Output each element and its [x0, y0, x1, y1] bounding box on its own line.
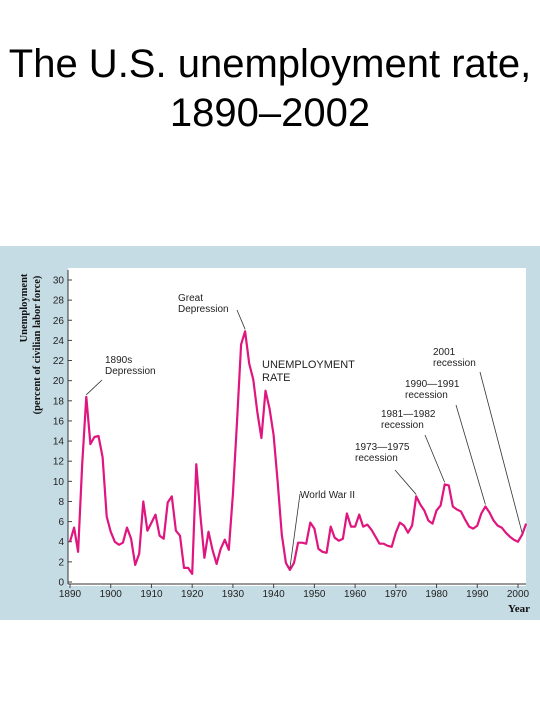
x-tick-label: 1900 — [100, 589, 123, 600]
y-tick-label: 2 — [58, 557, 64, 568]
y-tick-label: 10 — [53, 477, 65, 488]
annotation-label: recession — [381, 420, 424, 431]
axes — [67, 270, 526, 585]
y-tick-label: 12 — [53, 457, 65, 468]
slide-title: The U.S. unemployment rate, 1890–2002 — [0, 40, 540, 138]
y-tick-label: 6 — [58, 517, 64, 528]
annotation-label: Depression — [178, 304, 229, 315]
annotation-label: 2001 — [433, 347, 456, 358]
y-axis-label-line2: (percent of civilian labor force) — [32, 275, 43, 414]
annotation-leader-line — [394, 469, 417, 495]
y-tick-label: 30 — [53, 276, 65, 287]
y-axis-label-line1: Unemployment — [19, 273, 30, 342]
annotation-leader-line — [455, 404, 486, 505]
x-axis-label: Year — [508, 603, 530, 615]
x-tick-label: 1980 — [425, 589, 448, 600]
annotation-label: Great — [178, 293, 203, 304]
annotation-label: 1973—1975 — [355, 442, 410, 453]
tick-marks — [68, 279, 519, 588]
annotation-label: Depression — [105, 366, 156, 377]
annotation-label: recession — [433, 358, 476, 369]
y-tick-label: 26 — [53, 316, 65, 327]
x-tick-label: 1910 — [140, 589, 163, 600]
annotation-leader-line — [424, 434, 446, 483]
y-tick-label: 0 — [58, 578, 64, 589]
annotation-label: World War II — [300, 490, 355, 501]
y-tick-label: 24 — [53, 336, 65, 347]
x-tick-label: 1960 — [344, 589, 367, 600]
x-tick-label: 1890 — [59, 589, 82, 600]
x-tick-label: 1990 — [466, 589, 489, 600]
annotation-leader-line — [289, 493, 301, 568]
x-tick-label: 1920 — [181, 589, 204, 600]
annotation-label: recession — [405, 390, 448, 401]
annotation-label: recession — [355, 453, 398, 464]
x-tick-label: 1930 — [222, 589, 245, 600]
y-tick-label: 8 — [58, 497, 64, 508]
annotation-leader-line — [236, 309, 246, 330]
annotation-label: 1981—1982 — [381, 409, 436, 420]
annotation-leader-line — [86, 379, 103, 396]
annotation-leader-line — [479, 371, 523, 533]
x-tick-label: 1950 — [303, 589, 326, 600]
annotation-label: 1890s — [105, 355, 132, 366]
series-label-line1: UNEMPLOYMENT — [262, 359, 355, 371]
plot-area — [68, 268, 526, 586]
x-tick-labels: 1890 1900 1910 1920 1930 1940 1950 1960 1970 1980… — [59, 589, 530, 600]
annotation-label: 1990—1991 — [405, 379, 460, 390]
series-label-line2: RATE — [262, 372, 291, 384]
y-tick-label: 4 — [58, 537, 64, 548]
x-tick-label: 1940 — [263, 589, 286, 600]
unemployment-rate-line — [68, 330, 528, 576]
series-layer — [68, 330, 528, 576]
y-tick-label: 18 — [53, 396, 65, 407]
y-tick-label: 20 — [53, 376, 65, 387]
y-tick-label: 16 — [53, 416, 65, 427]
x-tick-label: 2000 — [507, 589, 530, 600]
y-tick-label: 22 — [53, 356, 65, 367]
x-tick-label: 1970 — [385, 589, 408, 600]
slide-title-text: The U.S. unemployment rate, 1890–2002 — [8, 42, 532, 135]
y-tick-label: 14 — [53, 437, 65, 448]
y-tick-label: 28 — [53, 296, 65, 307]
